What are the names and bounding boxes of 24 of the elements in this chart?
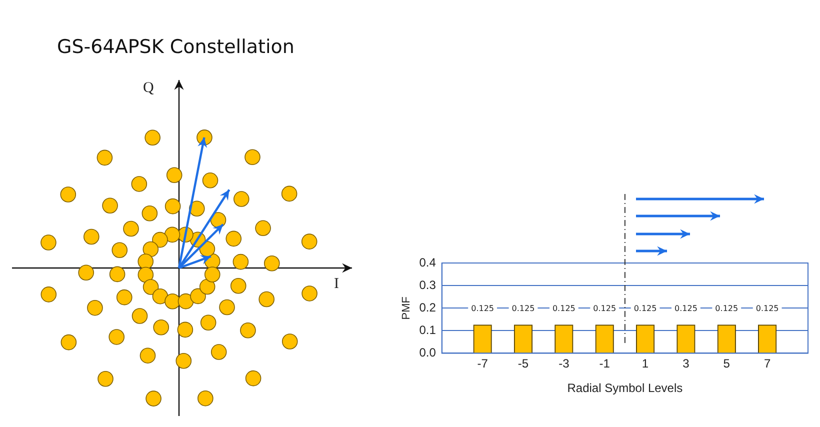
data-label: 0.125 xyxy=(634,304,657,314)
x-tick-label: -7 xyxy=(477,356,488,371)
data-label: 0.125 xyxy=(674,304,698,314)
y-tick-label: 0.1 xyxy=(419,322,436,337)
y-tick-label: 0.3 xyxy=(419,278,436,292)
text: GS-64APSK Constellation xyxy=(57,36,294,58)
data-label: 0.125 xyxy=(593,304,616,314)
y-axis-title: PMF xyxy=(400,296,413,320)
x-axis-title: Radial Symbol Levels xyxy=(567,381,683,396)
y-tick-label: 0.0 xyxy=(419,346,436,360)
y-tick-label: 0.4 xyxy=(419,255,436,270)
x-tick-label: 3 xyxy=(682,356,690,371)
data-label: 0.125 xyxy=(756,304,779,314)
data-label: 0.125 xyxy=(471,304,494,314)
x-tick-label: 5 xyxy=(723,356,730,371)
x-tick-label: -5 xyxy=(518,356,529,371)
x-tick-label: -1 xyxy=(599,356,610,371)
data-label: 0.125 xyxy=(552,304,576,314)
data-label: 0.125 xyxy=(512,304,535,314)
x-tick-label: 1 xyxy=(642,356,649,371)
x-tick-label: -3 xyxy=(558,356,570,371)
x-tick-label: 7 xyxy=(764,356,771,371)
data-label: 0.125 xyxy=(715,304,738,314)
y-tick-label: 0.2 xyxy=(419,300,436,314)
